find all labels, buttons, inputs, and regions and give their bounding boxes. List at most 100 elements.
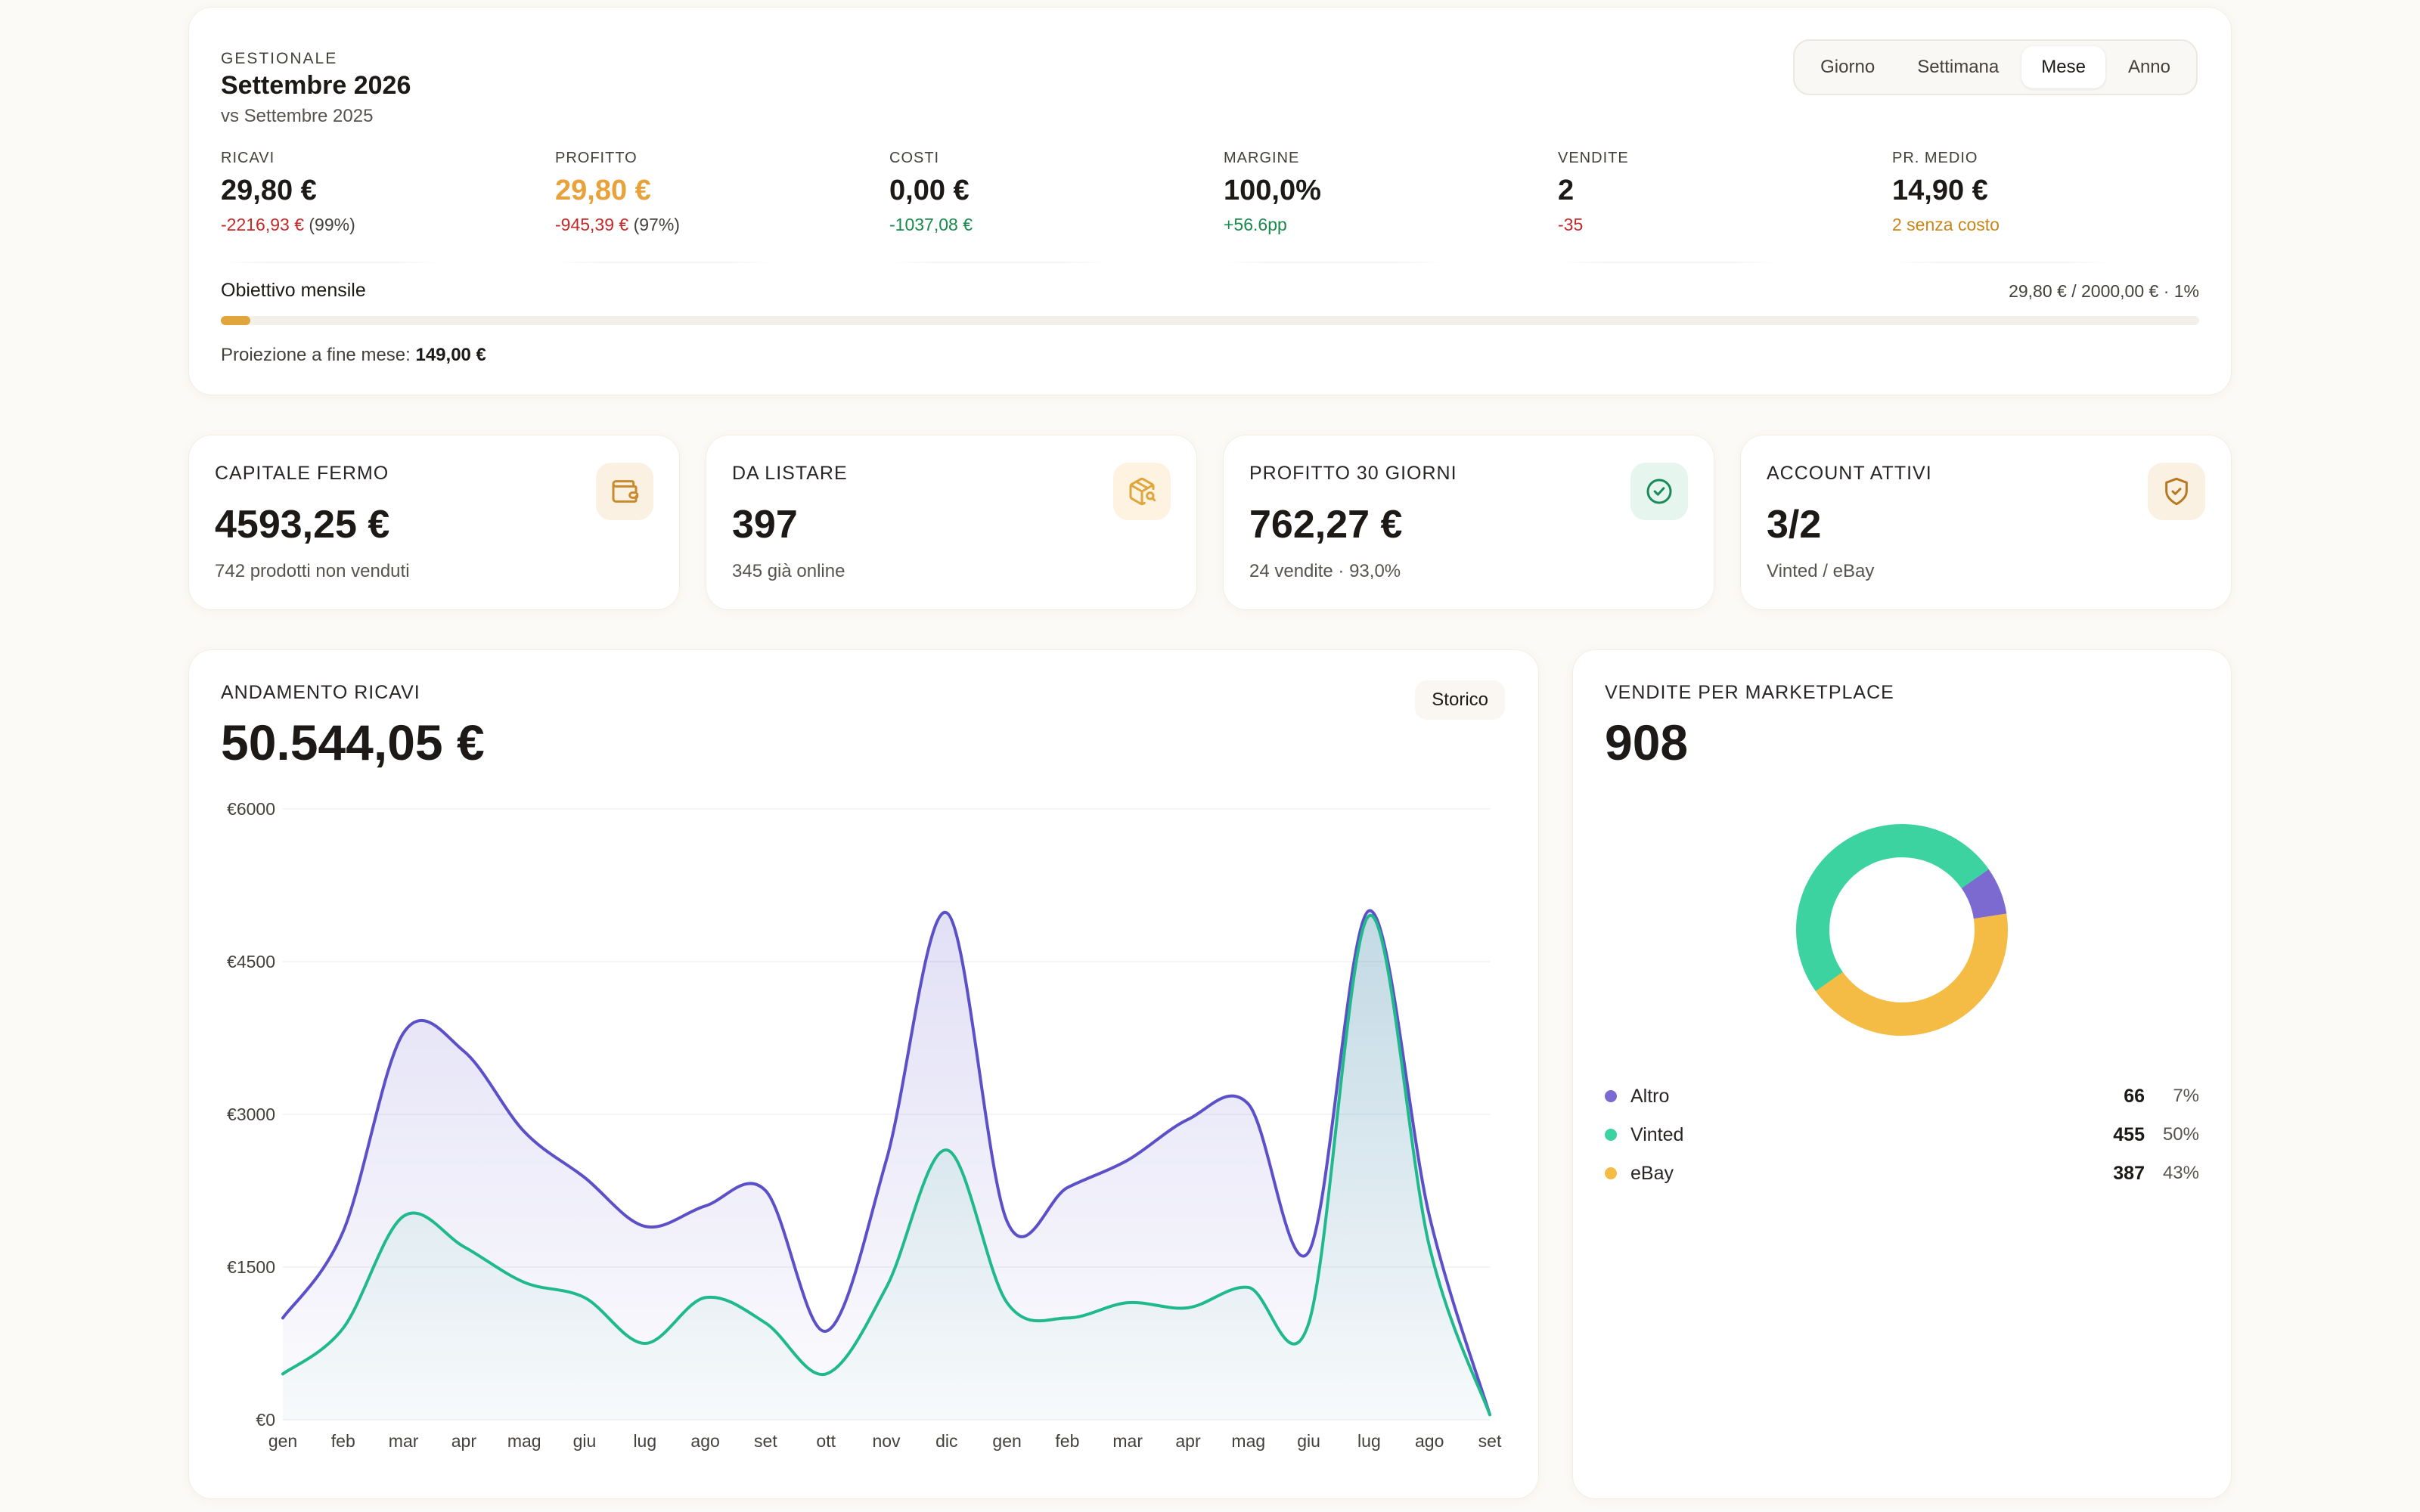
projection-label: Proiezione a fine mese:	[221, 345, 411, 365]
period-week-button[interactable]: Settimana	[1917, 57, 2000, 77]
stat-value: 3/2	[1767, 503, 1822, 547]
stat-value: 762,27 €	[1249, 503, 1403, 547]
metric-delta: -35	[1558, 215, 1584, 234]
metric-average-price: PR. MEDIO 14,90 € 2 senza costo	[1892, 150, 2195, 263]
y-tick-label: €1500	[227, 1257, 275, 1277]
metric-value: 2	[1558, 175, 1575, 206]
stat-subtitle: Vinted / eBay	[1767, 561, 1875, 581]
page-title: Settembre 2026	[221, 71, 411, 100]
legend-name: eBay	[1630, 1162, 1674, 1184]
x-tick-label: mag	[1231, 1431, 1265, 1451]
y-tick-label: €4500	[227, 952, 275, 971]
x-tick-label: feb	[1055, 1431, 1079, 1451]
y-tick-label: €0	[256, 1410, 275, 1430]
metric-value: 29,80 €	[555, 175, 651, 206]
metric-label: RICAVI	[221, 150, 275, 166]
x-tick-label: giu	[573, 1431, 597, 1451]
series-1-area	[283, 915, 1490, 1420]
summary-card: GESTIONALE Settembre 2026 vs Settembre 2…	[189, 8, 2231, 395]
stat-subtitle: 345 già online	[732, 561, 845, 581]
metric-label: PROFITTO	[555, 150, 638, 166]
legend-dot	[1605, 1129, 1617, 1141]
x-tick-label: mar	[1112, 1431, 1143, 1451]
y-tick-label: €3000	[227, 1105, 275, 1124]
metric-label: PR. MEDIO	[1892, 150, 1978, 166]
metric-delta: -1037,08 €	[889, 215, 973, 234]
stat-value: 397	[732, 503, 798, 547]
x-tick-label: apr	[451, 1431, 477, 1451]
x-tick-label: mar	[389, 1431, 419, 1451]
metric-label: COSTI	[889, 150, 940, 166]
x-tick-label: nov	[872, 1431, 901, 1451]
range-pill-button[interactable]: Storico	[1415, 680, 1505, 720]
x-tick-label: gen	[268, 1431, 297, 1451]
x-tick-label: gen	[992, 1431, 1021, 1451]
x-tick-label: lug	[1357, 1431, 1381, 1451]
legend-dot	[1605, 1167, 1617, 1179]
legend-item-ebay: eBay 387 43%	[1605, 1158, 2199, 1188]
metric-delta: -2216,93 €	[221, 215, 304, 234]
section-eyebrow: GESTIONALE	[221, 50, 338, 67]
revenue-chart-label: ANDAMENTO RICAVI	[221, 682, 420, 703]
projection-value: 149,00 €	[415, 345, 486, 365]
legend-count: 66	[2124, 1085, 2145, 1107]
comparison-subtitle: vs Settembre 2025	[221, 106, 374, 126]
metric-label: VENDITE	[1558, 150, 1629, 166]
metric-delta: +56.6pp	[1224, 215, 1287, 234]
x-tick-label: apr	[1175, 1431, 1201, 1451]
stat-subtitle: 742 prodotti non venduti	[215, 561, 410, 581]
metric-value: 100,0%	[1224, 175, 1321, 206]
package-search-icon	[1113, 463, 1171, 520]
stat-card-to-list: DA LISTARE 397 345 già online	[706, 435, 1196, 609]
period-selector: Giorno Settimana Mese Anno	[1793, 39, 2198, 95]
metric-revenue: RICAVI 29,80 € -2216,93 € (99%)	[221, 150, 523, 263]
metric-label: MARGINE	[1224, 150, 1300, 166]
shield-check-icon	[2148, 463, 2205, 520]
stat-label: DA LISTARE	[732, 463, 848, 484]
x-tick-label: ago	[690, 1431, 719, 1451]
y-tick-label: €6000	[227, 799, 275, 819]
legend-percent: 7%	[2173, 1086, 2199, 1106]
goal-label: Obiettivo mensile	[221, 280, 366, 301]
stat-card-profit-30: PROFITTO 30 GIORNI 762,27 € 24 vendite ·…	[1224, 435, 1714, 609]
legend-item-vinted: Vinted 455 50%	[1605, 1120, 2199, 1150]
check-circle-icon	[1630, 463, 1688, 520]
x-tick-label: lug	[633, 1431, 656, 1451]
legend-dot	[1605, 1090, 1617, 1102]
metric-margin: MARGINE 100,0% +56.6pp	[1224, 150, 1526, 263]
revenue-area-chart: €0 €1500 €3000 €4500 €6000 gen feb mar apr mag giu…	[227, 799, 1502, 1451]
donut-slice-ebay	[1796, 824, 2008, 1036]
metric-sales: VENDITE 2 -35	[1558, 150, 1860, 263]
metric-profit: PROFITTO 29,80 € -945,39 € (97%)	[555, 150, 858, 263]
x-tick-label: set	[754, 1431, 777, 1451]
wallet-icon	[596, 463, 653, 520]
marketplace-label: VENDITE PER MARKETPLACE	[1605, 682, 1894, 703]
period-day-button[interactable]: Giorno	[1820, 57, 1876, 77]
metric-costs: COSTI 0,00 € -1037,08 €	[889, 150, 1192, 263]
metric-delta-relative: (99%)	[309, 215, 355, 234]
stat-value: 4593,25 €	[215, 503, 390, 547]
stat-label: ACCOUNT ATTIVI	[1767, 463, 1932, 484]
goal-summary: 29,80 € / 2000,00 € · 1%	[2009, 281, 2199, 301]
x-tick-label: dic	[935, 1431, 957, 1451]
marketplace-card: VENDITE PER MARKETPLACE 908 Altro 66 7% …	[1573, 650, 2231, 1498]
legend-percent: 50%	[2162, 1124, 2199, 1145]
period-month-button[interactable]: Mese	[2021, 46, 2105, 88]
metric-delta: 2 senza costo	[1892, 215, 2000, 234]
metric-delta-relative: (97%)	[633, 215, 680, 234]
legend-name: Vinted	[1630, 1123, 1684, 1145]
projection-text: Proiezione a fine mese: 149,00 €	[221, 345, 486, 366]
legend-item-altro: Altro 66 7%	[1605, 1081, 2199, 1111]
legend-name: Altro	[1630, 1085, 1670, 1107]
legend-count: 455	[2113, 1123, 2145, 1145]
period-year-button[interactable]: Anno	[2127, 57, 2170, 77]
metric-value: 14,90 €	[1892, 175, 1988, 206]
stat-card-accounts: ACCOUNT ATTIVI 3/2 Vinted / eBay	[1741, 435, 2231, 609]
marketplace-total: 908	[1605, 714, 1689, 770]
stat-label: CAPITALE FERMO	[215, 463, 389, 484]
x-tick-label: giu	[1297, 1431, 1320, 1451]
revenue-chart-card: €0 €1500 €3000 €4500 €6000 gen feb mar apr mag giu…	[189, 650, 1538, 1498]
metric-value: 29,80 €	[221, 175, 317, 206]
stat-label: PROFITTO 30 GIORNI	[1249, 463, 1457, 484]
series-0-line	[281, 909, 1491, 1417]
